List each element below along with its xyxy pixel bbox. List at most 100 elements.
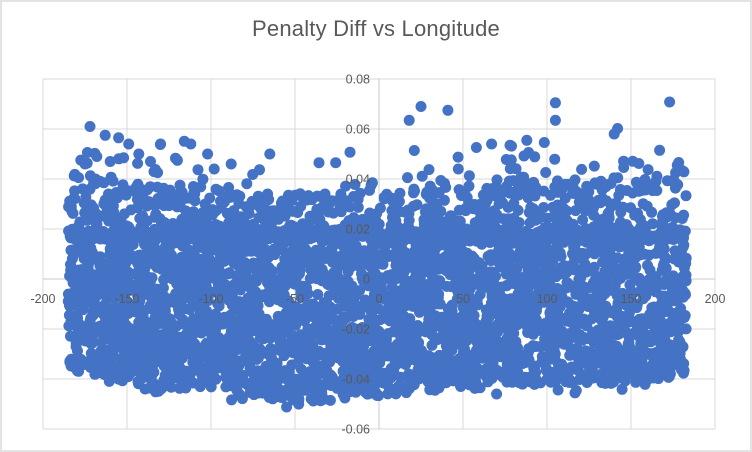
data-point xyxy=(179,303,191,315)
data-point xyxy=(165,374,176,386)
data-point xyxy=(486,138,498,150)
data-point xyxy=(91,218,103,230)
data-point xyxy=(370,359,382,370)
data-point xyxy=(536,351,548,362)
data-point xyxy=(669,245,681,257)
data-point xyxy=(85,312,97,324)
data-point xyxy=(608,198,620,210)
data-point xyxy=(637,198,649,210)
data-point xyxy=(434,298,446,310)
data-point xyxy=(567,178,579,190)
data-point xyxy=(320,253,332,264)
data-point xyxy=(301,334,313,345)
data-point xyxy=(68,170,80,182)
data-point xyxy=(67,245,79,257)
data-point xyxy=(292,396,304,408)
data-point xyxy=(442,343,454,355)
data-point xyxy=(547,332,559,344)
data-point xyxy=(172,368,184,380)
data-point xyxy=(445,210,457,222)
data-point xyxy=(569,349,581,361)
data-point xyxy=(356,220,368,232)
data-point xyxy=(113,132,125,144)
data-point xyxy=(227,249,239,261)
data-point xyxy=(93,347,105,359)
data-point xyxy=(330,157,342,169)
data-point xyxy=(340,180,352,192)
data-point xyxy=(165,270,177,282)
data-point xyxy=(549,97,561,109)
data-point xyxy=(600,363,612,375)
data-point xyxy=(503,175,515,187)
data-point xyxy=(179,231,191,243)
data-point xyxy=(612,123,624,134)
data-point xyxy=(346,280,358,292)
data-point xyxy=(587,294,599,306)
data-point xyxy=(182,270,194,282)
data-point xyxy=(545,376,557,388)
data-point xyxy=(221,373,233,385)
data-point xyxy=(412,357,424,369)
data-point xyxy=(104,230,116,242)
data-point xyxy=(379,305,391,317)
data-point xyxy=(412,343,424,355)
data-point xyxy=(294,188,306,200)
data-point xyxy=(472,226,483,237)
data-point xyxy=(279,233,291,245)
data-point xyxy=(268,243,280,255)
data-point xyxy=(528,318,540,330)
data-point xyxy=(87,337,99,349)
data-point xyxy=(402,172,413,184)
data-point xyxy=(433,349,445,361)
data-point xyxy=(167,293,179,305)
data-point xyxy=(220,242,232,254)
data-point xyxy=(268,205,280,217)
data-point xyxy=(677,270,689,282)
data-point xyxy=(634,214,646,225)
data-point xyxy=(639,378,651,390)
data-point xyxy=(488,322,500,334)
data-point xyxy=(583,351,595,363)
data-point xyxy=(115,352,127,364)
data-point xyxy=(327,224,339,236)
data-point xyxy=(326,195,338,207)
data-point xyxy=(623,330,635,342)
data-point xyxy=(73,220,85,232)
data-point xyxy=(529,247,541,259)
data-point xyxy=(231,210,243,222)
scatter-points xyxy=(62,96,692,413)
x-tick-label: -50 xyxy=(286,292,304,306)
data-point xyxy=(358,245,370,257)
data-point xyxy=(524,343,536,355)
data-point xyxy=(549,114,561,126)
data-point xyxy=(399,230,411,242)
data-point xyxy=(403,368,415,380)
data-point xyxy=(366,310,378,322)
data-point xyxy=(571,316,583,328)
data-point xyxy=(106,209,118,221)
data-point xyxy=(399,281,411,293)
data-point xyxy=(120,189,132,201)
data-point xyxy=(104,292,116,304)
data-point xyxy=(65,201,77,212)
data-point xyxy=(313,157,325,169)
data-point xyxy=(278,260,290,272)
data-point xyxy=(553,223,565,235)
data-point xyxy=(589,177,601,189)
data-point xyxy=(352,201,364,213)
data-point xyxy=(471,381,483,393)
data-point xyxy=(651,361,663,373)
data-point xyxy=(324,356,336,368)
data-point xyxy=(338,291,350,303)
data-point xyxy=(213,185,225,197)
data-point xyxy=(600,233,611,245)
data-point xyxy=(561,277,573,288)
data-point xyxy=(388,195,400,206)
data-point xyxy=(615,216,626,228)
data-point xyxy=(576,225,588,237)
data-point xyxy=(557,262,569,274)
data-point xyxy=(397,381,409,393)
data-point xyxy=(491,174,503,186)
data-point xyxy=(197,225,209,237)
